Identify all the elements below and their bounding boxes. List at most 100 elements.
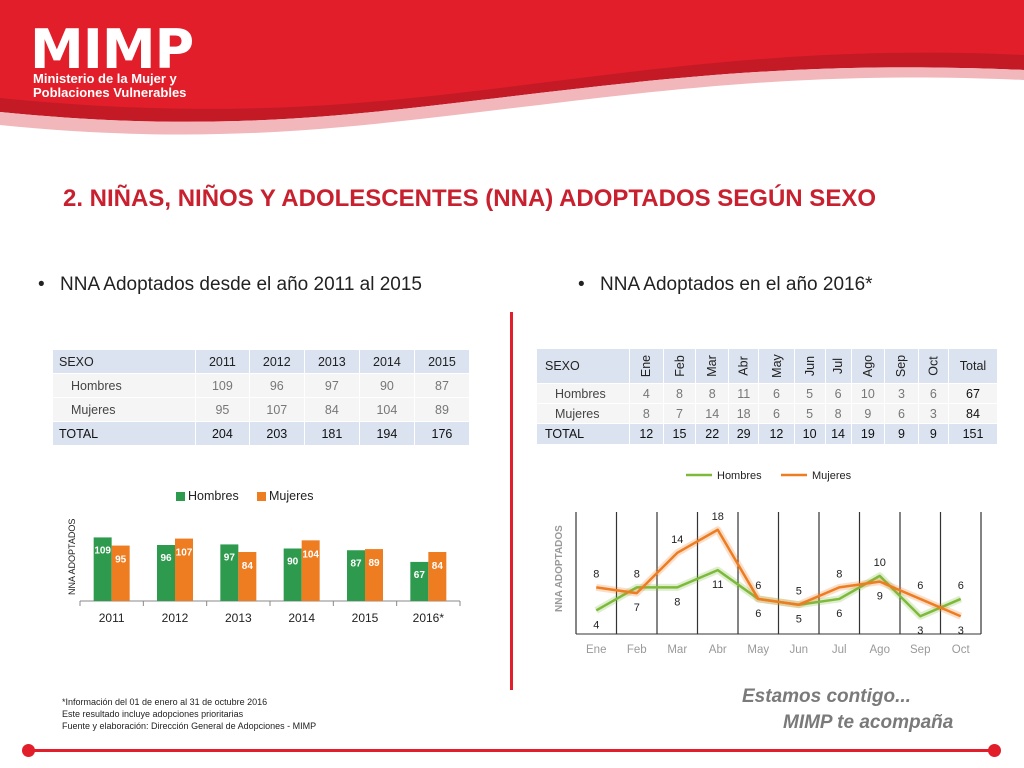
cell: 9 [850,403,886,424]
bar [347,550,365,601]
data-label: 5 [796,586,802,598]
month-label: Ago [860,354,875,378]
bullet-dot: • [578,274,585,295]
data-label: 84 [432,561,444,572]
legend-label: Hombres [717,470,762,482]
data-label: 9 [877,591,883,603]
row-label: Mujeres [52,397,196,422]
x-tick-label: Jul [832,644,847,656]
cell: 29 [728,423,760,445]
month-label: Jun [802,355,817,377]
x-tick-label: 2015 [352,611,379,625]
data-label: 8 [836,568,842,580]
legend-label: Mujeres [812,470,852,482]
header-cell: 2014 [358,349,415,374]
footnote: *Información del 01 de enero al 31 de oc… [62,697,268,707]
logo-subtitle-line2: Poblaciones Vulnerables [33,85,187,100]
data-label: 67 [414,570,426,581]
cell: 14 [824,423,852,445]
x-tick-label: Ago [870,644,890,656]
logo-subtitle-line1: Ministerio de la Mujer y [33,71,177,86]
month-label: Oct [926,356,941,376]
header-cell: 2015 [413,349,471,374]
data-label: 11 [712,579,723,591]
table-2016: SEXO Ene Feb Mar Abr May Jun Jul Ago Sep… [536,348,998,445]
series-line [596,528,962,618]
cell: 10 [793,423,826,445]
y-axis-label: NNA ADOPTADOS [67,519,77,595]
y-axis-label: NNA ADOPTADOS [554,525,565,612]
header-banner [0,0,1024,135]
cell: 8 [824,403,852,424]
footer-dot-right [988,744,1001,757]
vertical-divider [510,312,513,690]
cell: 14 [695,403,730,424]
table-row: Mujeres 8 7 14 18 6 5 8 9 6 3 84 [536,403,998,424]
table-row: Hombres 109 96 97 90 87 [52,373,471,398]
data-label: 10 [874,557,886,569]
footer-dot-left [22,744,35,757]
header-cell: Ago [850,348,886,384]
bullet-left: • NNA Adoptados desde el año 2011 al 2015 [38,274,422,296]
cell: 8 [629,403,664,424]
header-cell: SEXO [52,349,196,374]
bar [301,540,320,601]
month-label: May [769,354,784,378]
header-cell: Jul [824,348,852,384]
header-cell: 2012 [248,349,305,374]
cell: 7 [662,403,697,424]
data-label: 104 [302,549,319,560]
cell: 104 [358,397,415,422]
footnote: Este resultado incluye adopciones priori… [62,709,244,719]
cell: 90 [358,373,415,398]
cell: 9 [917,423,950,445]
data-label: 109 [94,545,111,556]
bullet-right-text: NNA Adoptados en el año 2016* [600,274,873,295]
cell: 6 [884,403,919,424]
header-cell: Jun [793,348,826,384]
data-label: 84 [242,561,254,572]
row-label: Hombres [536,383,630,404]
x-tick-label: 2011 [99,611,125,625]
cell: 109 [195,373,250,398]
cell: 8 [695,383,730,404]
footnote: Fuente y elaboración: Dirección General … [62,721,317,731]
bar [93,537,112,601]
header-cell: Abr [728,348,760,384]
month-label: Ene [639,354,654,378]
logo-mark: MIMP [30,18,194,81]
table-row: Mujeres 95 107 84 104 89 [52,397,471,422]
data-label: 6 [755,608,761,620]
x-tick-label: 2013 [225,611,252,625]
footer-line [28,749,996,752]
table-2011-2015: SEXO 2011 2012 2013 2014 2015 Hombres 10… [52,349,471,446]
logo-subtitle: Ministerio de la Mujer y Poblaciones Vul… [33,72,186,100]
cell: 96 [248,373,305,398]
cell: 6 [758,383,795,404]
data-label: 6 [917,580,923,592]
row-label: TOTAL [52,421,196,446]
slogan-line1: Estamos contigo... [742,686,911,707]
x-tick-label: Feb [627,644,647,656]
data-label: 4 [593,619,599,631]
header-cell: Feb [662,348,697,384]
x-tick-label: Jun [789,644,808,656]
data-label: 90 [287,557,299,568]
cell: 15 [662,423,697,445]
bar [157,545,175,601]
data-label: 7 [634,602,640,614]
cell: 107 [248,397,305,422]
cell: 19 [850,423,886,445]
legend-swatch [176,492,185,501]
bar-chart: Hombres Mujeres NNA ADOPTADOS 2011 109 95 2012… [67,489,461,625]
cell: 67 [948,383,998,404]
bar [175,538,193,601]
legend-label: Mujeres [269,489,313,503]
bar [220,544,239,601]
slogan-line2: MIMP te acompaña [783,712,954,733]
cell: 204 [195,421,250,446]
bar [283,548,302,601]
x-tick-label: Ene [586,644,606,656]
cell: 11 [728,383,760,404]
data-label: 3 [917,625,923,637]
